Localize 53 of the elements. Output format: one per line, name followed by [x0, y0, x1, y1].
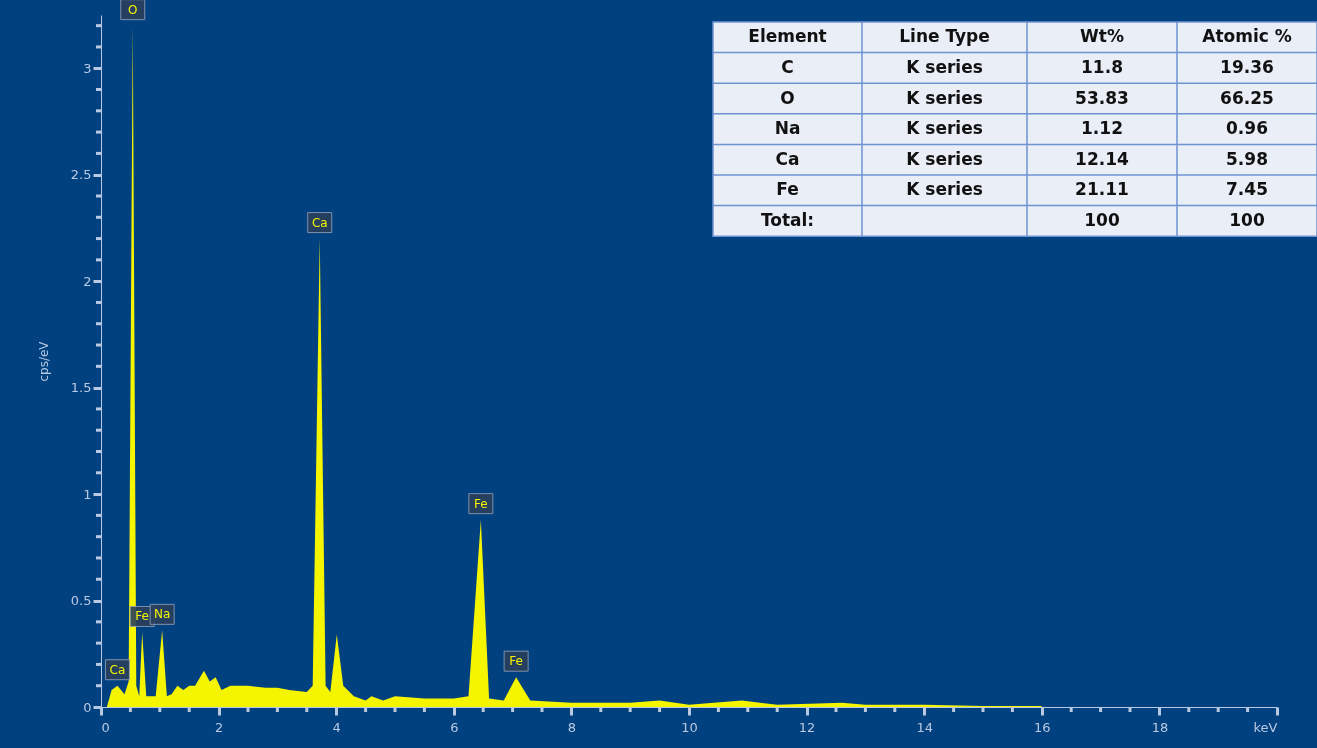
annotation: 21.11	[1075, 179, 1129, 200]
y-axis-title: cps/eV	[36, 340, 51, 382]
annotation: Na	[774, 118, 801, 139]
annotation: Fe	[474, 496, 488, 511]
annotation: Ca	[311, 215, 328, 230]
annotation: O	[780, 87, 795, 108]
x-tick-label: 10	[681, 719, 698, 735]
annotation: K series	[906, 118, 983, 139]
annotation: 1.12	[1081, 118, 1123, 139]
y-tick-label: 2.5	[70, 167, 92, 183]
annotation: 7.45	[1226, 179, 1268, 200]
annotation: 100	[1084, 209, 1120, 230]
annotation: 100	[1229, 209, 1265, 230]
annotation: Total:	[760, 209, 815, 230]
annotation: 19.36	[1220, 56, 1274, 77]
x-tick-label: keV	[1253, 719, 1278, 735]
annotation: O	[128, 2, 138, 17]
x-tick-label: 2	[214, 719, 224, 735]
annotation: 0.96	[1226, 118, 1268, 139]
annotation: Element	[748, 26, 827, 47]
x-tick-label: 0	[101, 719, 110, 735]
annotation: 66.25	[1220, 87, 1274, 108]
annotation: 11.8	[1081, 56, 1123, 77]
y-tick-label: 1	[83, 486, 92, 502]
y-tick-label: 2	[83, 273, 92, 289]
annotation: Fe	[509, 654, 523, 669]
annotation: Fe	[135, 609, 149, 624]
annotation: Line Type	[899, 26, 990, 47]
annotation: Atomic %	[1202, 26, 1292, 47]
x-tick-label: 18	[1151, 719, 1169, 735]
annotation: Fe	[776, 179, 799, 200]
y-tick-label: 3	[83, 60, 92, 76]
annotation: 53.83	[1075, 87, 1129, 108]
annotation: Na	[153, 607, 171, 622]
x-tick-label: 6	[450, 719, 459, 735]
annotation: K series	[906, 56, 983, 77]
annotation: K series	[906, 179, 983, 200]
y-tick-label: 0.5	[70, 593, 92, 609]
annotation: K series	[906, 148, 983, 169]
x-tick-label: 12	[798, 719, 816, 735]
y-tick-label: 1.5	[70, 380, 92, 396]
x-tick-label: 14	[916, 719, 933, 735]
annotation: K series	[906, 87, 983, 108]
x-tick-label: 4	[332, 719, 341, 735]
annotation: C	[781, 56, 794, 77]
annotation: 12.14	[1075, 148, 1130, 169]
y-tick-label: 0	[83, 699, 92, 715]
annotation: Ca	[109, 662, 126, 677]
annotation: Ca	[775, 148, 800, 169]
x-tick-label: 16	[1034, 719, 1051, 735]
x-tick-label: 8	[567, 719, 577, 735]
annotation: 5.98	[1226, 148, 1268, 169]
annotation: Wt%	[1080, 26, 1124, 47]
